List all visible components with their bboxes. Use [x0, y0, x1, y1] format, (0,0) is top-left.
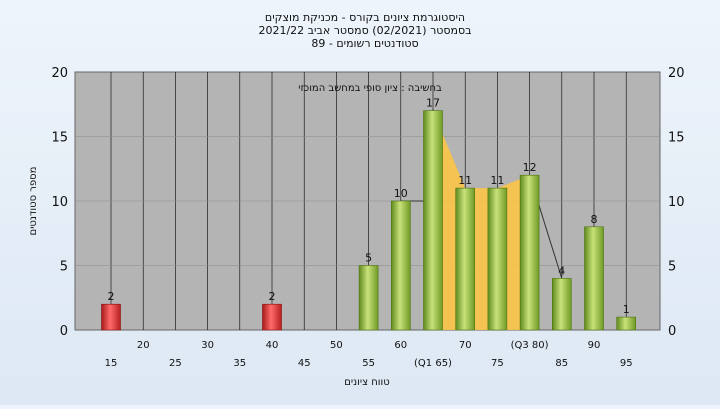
bars	[101, 110, 637, 331]
bar-60	[390, 200, 411, 331]
x-tick-label: 40	[266, 340, 279, 351]
y-tick-left: 15	[51, 131, 68, 146]
y-tick-right: 0	[668, 324, 676, 339]
y-axis-right: 0 5 10 15 20	[668, 66, 685, 339]
x-tick-label: 75	[491, 358, 504, 369]
title-line-2: בסמסטר (02/2021) סמסטר אביב 2021/22	[258, 24, 471, 37]
bar-65	[423, 110, 443, 331]
y-tick-right: 10	[668, 195, 685, 210]
bar-80	[519, 174, 540, 331]
y-tick-left: 10	[51, 195, 68, 210]
data-label-80: 12	[523, 161, 537, 174]
x-tick-label: (Q1 65)	[414, 358, 452, 369]
data-label-60: 10	[394, 187, 408, 200]
x-tick-label: 55	[362, 358, 375, 369]
y-tick-right: 20	[668, 66, 685, 81]
x-tick-label: 25	[169, 358, 182, 369]
data-label-65: 17	[426, 97, 440, 110]
bar-40	[262, 303, 282, 331]
x-tick-label: 60	[394, 340, 407, 351]
bar-85	[551, 278, 572, 331]
bar-70	[455, 187, 476, 331]
title-line-3: סטודנטים רשומים - 89	[311, 37, 418, 50]
x-axis: 15 25 35 45 55 (Q1 65) 75 85 95 20 30 40 50 60 70 (Q3 8…	[105, 340, 633, 369]
chart-title: היסטוגרמת ציונים בקורס - מכניקת מוצקים ב…	[258, 11, 471, 50]
data-labels: 2 2 5 10 17 11 11 12 4 8 1	[108, 97, 630, 316]
x-tick-label: 95	[620, 358, 633, 369]
y-tick-left: 5	[60, 260, 68, 275]
bar-75	[487, 187, 508, 331]
x-tick-label: 20	[137, 340, 150, 351]
bar-95	[616, 316, 637, 331]
bar-55	[358, 265, 379, 331]
data-label-40: 2	[269, 290, 276, 303]
x-tick-label: 30	[201, 340, 214, 351]
chart-annotation: בחשיבה : ציון סופי במחשב המוכזי	[298, 83, 442, 94]
y-tick-left: 0	[60, 324, 68, 339]
y-tick-left: 20	[51, 66, 68, 81]
x-tick-label: 85	[555, 358, 568, 369]
x-tick-label: (Q3 80)	[511, 340, 549, 351]
y-tick-right: 5	[668, 260, 676, 275]
x-tick-label: 50	[330, 340, 343, 351]
x-tick-label: 70	[459, 340, 472, 351]
data-label-70: 11	[458, 174, 472, 187]
data-label-95: 1	[623, 303, 630, 316]
x-tick-label: 45	[298, 358, 311, 369]
x-tick-label: 90	[588, 340, 601, 351]
y-axis-title: מספר סטודנטים	[28, 167, 39, 236]
data-label-85: 4	[558, 264, 565, 277]
x-tick-label: 15	[105, 358, 118, 369]
data-label-55: 5	[365, 252, 372, 265]
data-label-90: 8	[591, 213, 598, 226]
y-tick-right: 15	[668, 131, 685, 146]
bar-90	[584, 226, 604, 331]
x-tick-label: 35	[233, 358, 246, 369]
y-axis-left: 0 5 10 15 20	[51, 66, 68, 339]
bar-15	[101, 303, 121, 331]
data-label-15: 2	[108, 290, 115, 303]
data-label-75: 11	[490, 174, 504, 187]
x-axis-title: טווח ציונים	[344, 377, 389, 388]
title-line-1: היסטוגרמת ציונים בקורס - מכניקת מוצקים	[265, 11, 465, 24]
